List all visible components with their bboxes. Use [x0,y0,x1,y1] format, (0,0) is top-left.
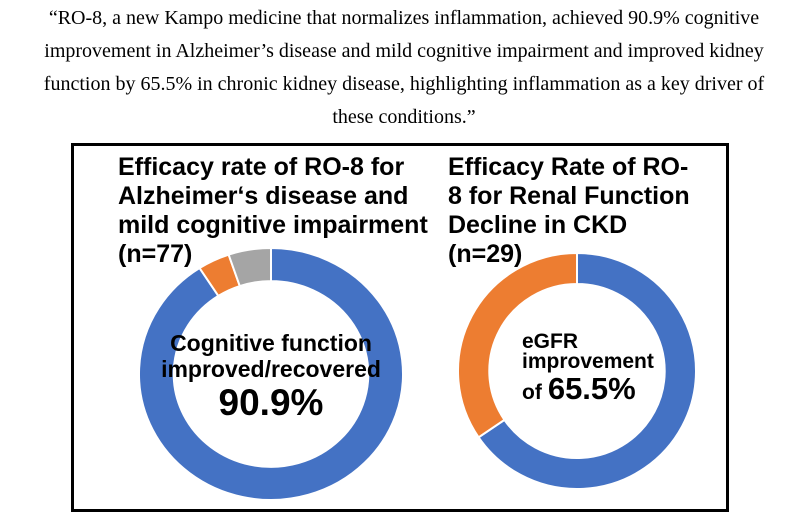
right-chart-title-line: (n=29) [448,240,523,268]
quote-line: function by 65.5% in chronic kidney dise… [43,73,765,95]
right-center-label-line: eGFR [522,330,579,353]
quote-line: these conditions.” [332,106,476,128]
quote-text: “RO-8, a new Kampo medicine that normali… [0,2,808,134]
right-chart-title-line: Decline in CKD [448,211,628,239]
donut-segment [138,246,404,501]
left-center-label-line: improved/recovered [161,356,381,382]
left-chart-title-line: Alzheimer‘s disease and [118,182,409,210]
right-chart-title: Efficacy Rate of RO- 8 for Renal Functio… [448,153,690,269]
right-chart-title-line: 8 for Renal Function [448,182,690,210]
left-chart-title: Efficacy rate of RO-8 for Alzheimer‘s di… [118,153,428,269]
left-center-label-line: Cognitive function [170,330,372,356]
right-donut-center-label: eGFR improvement of 65.5% [522,330,654,406]
left-donut-center-label: Cognitive function improved/recovered 90… [131,330,411,423]
right-center-value-prefix: of [522,381,542,404]
right-donut-chart [457,251,697,490]
chart-panel: Efficacy rate of RO-8 for Alzheimer‘s di… [71,143,729,512]
left-donut-chart [138,246,404,501]
left-chart-title-line: mild cognitive impairment [118,211,428,239]
quote-line: improvement in Alzheimer’s disease and m… [44,40,764,62]
right-chart-title-line: Efficacy Rate of RO- [448,153,689,181]
donut-segment [457,251,578,439]
donut-segment [477,251,697,490]
quote-line: “RO-8, a new Kampo medicine that normali… [48,7,760,29]
donut-segment [227,246,272,288]
right-center-value-line: of 65.5% [522,371,654,406]
left-center-value: 90.9% [218,382,324,423]
left-chart-title-line: Efficacy rate of RO-8 for [118,153,405,181]
left-chart-title-line: (n=77) [118,240,193,268]
right-center-label-line: improvement [522,350,654,373]
right-center-value: 65.5% [547,371,636,406]
